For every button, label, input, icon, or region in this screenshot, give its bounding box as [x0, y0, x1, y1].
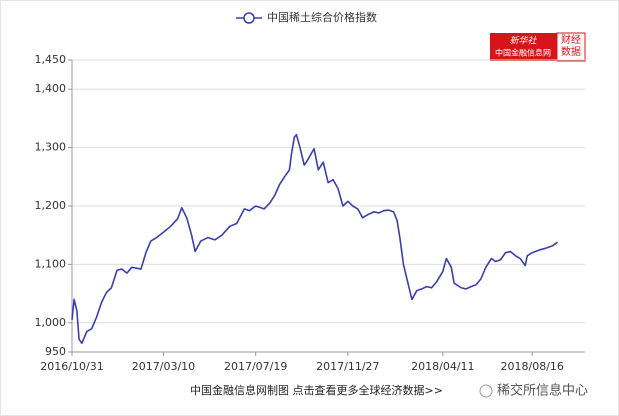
- x-tick-label: 2017/03/10: [132, 360, 195, 373]
- y-tick-label: 1,100: [35, 257, 67, 270]
- legend-label: 中国稀土综合价格指数: [267, 10, 377, 24]
- y-tick-label: 1,450: [35, 53, 67, 66]
- legend[interactable]: 中国稀土综合价格指数: [236, 10, 377, 24]
- y-tick-label: 1,000: [35, 316, 67, 329]
- logo-side-box: [556, 32, 586, 62]
- y-tick-label: 1,200: [35, 199, 67, 212]
- x-tick-label: 2017/11/27: [316, 360, 379, 373]
- legend-marker: [243, 12, 255, 24]
- watermark-icon: [479, 384, 493, 398]
- x-tick-label: 2018/08/16: [501, 360, 564, 373]
- logo-side: 财经数据: [561, 35, 581, 58]
- series-line: [71, 133, 559, 345]
- logo: 新华社 中国金融信息网 财经数据: [490, 32, 586, 62]
- y-tick-label: 1,300: [35, 141, 67, 154]
- logo-top: 新华社: [509, 36, 537, 47]
- logo-side-text: 财经数据: [561, 35, 581, 58]
- y-tick-label: 950: [45, 345, 66, 358]
- x-tick-label: 2018/04/11: [411, 360, 474, 373]
- logo-bottom: 中国金融信息网: [495, 48, 551, 58]
- x-tick-label: 2017/07/19: [224, 360, 287, 373]
- plot: 950 1,000 1,100 1,200 1,300 1,400 1,450 2016/10…: [35, 53, 585, 373]
- watermark: 稀交所信息中心: [497, 383, 588, 399]
- y-tick-label: 1,400: [35, 82, 67, 95]
- logo-box: [490, 33, 557, 61]
- footer[interactable]: 中国金融信息网制图 点击查看更多全球经济数据>>: [190, 383, 443, 397]
- x-tick-label: 2016/10/31: [40, 360, 103, 373]
